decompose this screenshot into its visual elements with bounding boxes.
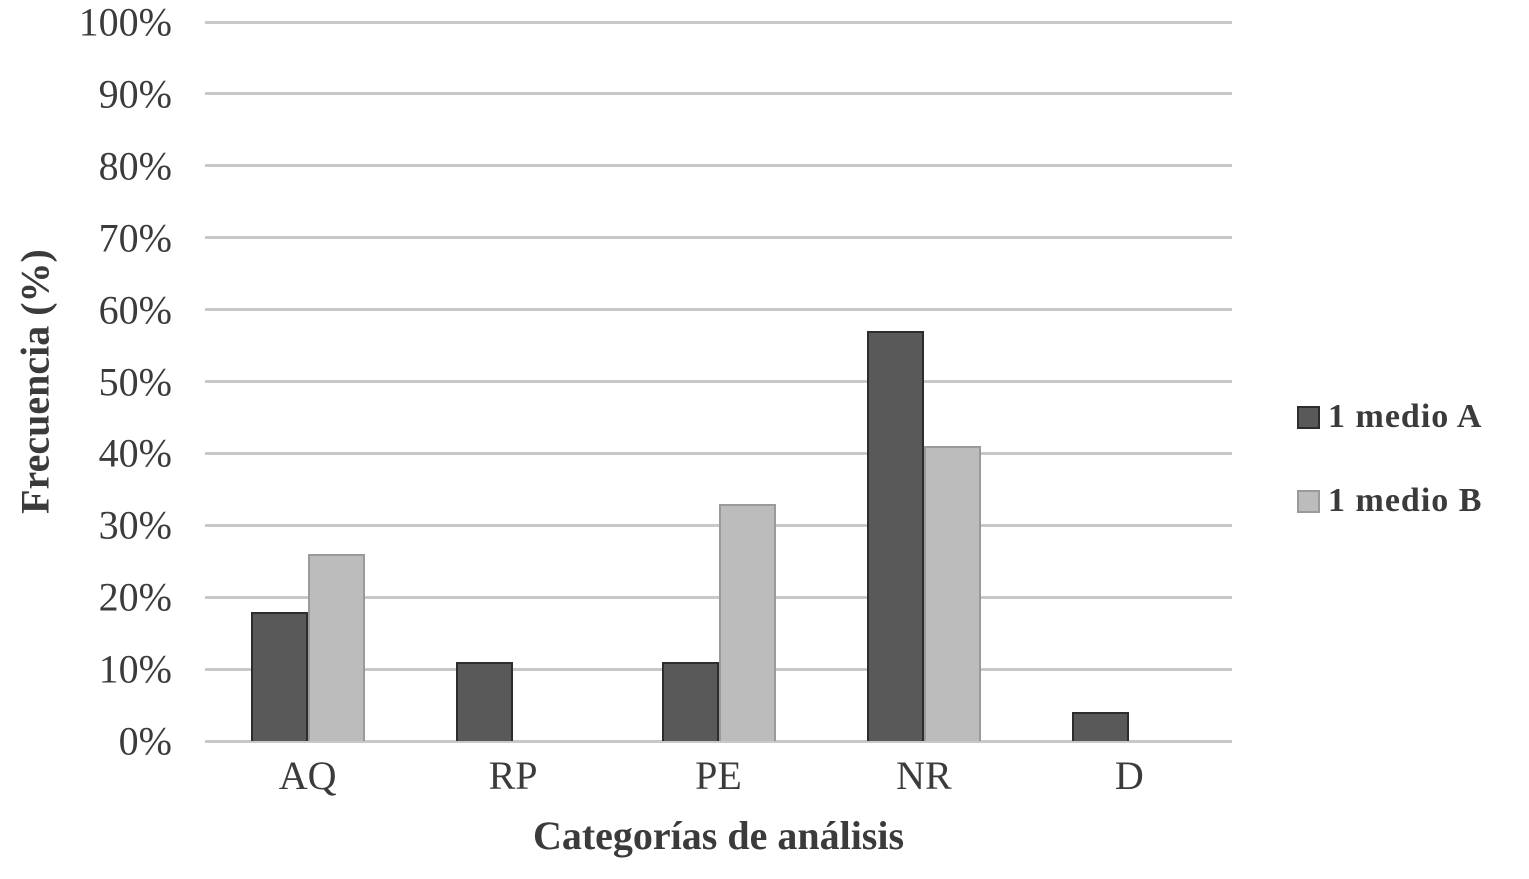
- bar-NR-1-medio-A: [866, 331, 924, 741]
- bar-PE-1-medio-B: [718, 503, 776, 741]
- x-tick-label-NR: NR: [896, 753, 952, 798]
- x-axis-title: Categorías de análisis: [532, 813, 905, 858]
- bar-PE-1-medio-A: [661, 661, 719, 741]
- y-tick-label: 40%: [98, 430, 172, 476]
- legend-item: 1 medio B: [1297, 482, 1482, 520]
- y-tick-label: 20%: [98, 574, 172, 620]
- y-tick-label: 90%: [98, 71, 172, 117]
- gridline-40: [205, 451, 1232, 455]
- y-tick-label: 70%: [98, 215, 172, 261]
- legend-swatch-icon: [1297, 489, 1320, 513]
- y-tick-label: 100%: [78, 0, 172, 45]
- bar-RP-1-medio-A: [456, 661, 514, 741]
- y-tick-label: 0%: [118, 718, 172, 764]
- y-tick-label: 30%: [98, 502, 172, 548]
- plot-area: [205, 20, 1232, 743]
- x-tick-label-PE: PE: [695, 753, 742, 798]
- legend-item: 1 medio A: [1297, 398, 1482, 436]
- legend-swatch-icon: [1297, 405, 1320, 429]
- y-tick-label: 60%: [98, 287, 172, 333]
- bar-NR-1-medio-B: [923, 446, 981, 741]
- y-axis-tick-labels: 0% 10% 20% 30% 40% 50% 60% 70% 80% 90% 100%: [0, 0, 172, 764]
- gridline-100: [205, 20, 1232, 24]
- gridline-70: [205, 236, 1232, 240]
- gridline-60: [205, 308, 1232, 312]
- x-tick-label-AQ: AQ: [278, 753, 337, 798]
- y-tick-label: 80%: [98, 143, 172, 189]
- x-tick-label-RP: RP: [488, 753, 538, 798]
- x-axis-tick-labels: AQ RP PE NR D: [205, 752, 1232, 802]
- y-tick-label: 10%: [98, 646, 172, 692]
- gridline-90: [205, 92, 1232, 96]
- y-tick-label: 50%: [98, 359, 172, 404]
- gridline-0: [205, 739, 1232, 743]
- bar-D-1-medio-A: [1072, 712, 1130, 741]
- legend-item-label: 1 medio B: [1328, 482, 1483, 519]
- gridline-80: [205, 164, 1232, 168]
- gridline-50: [205, 380, 1232, 383]
- bar-AQ-1-medio-A: [250, 611, 308, 741]
- x-tick-label-D: D: [1114, 753, 1144, 798]
- legend: 1 medio A 1 medio B: [1297, 398, 1482, 566]
- legend-item-label: 1 medio A: [1328, 398, 1483, 435]
- bar-AQ-1-medio-B: [307, 554, 365, 741]
